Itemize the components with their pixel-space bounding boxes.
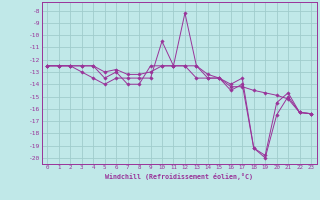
X-axis label: Windchill (Refroidissement éolien,°C): Windchill (Refroidissement éolien,°C) (105, 173, 253, 180)
